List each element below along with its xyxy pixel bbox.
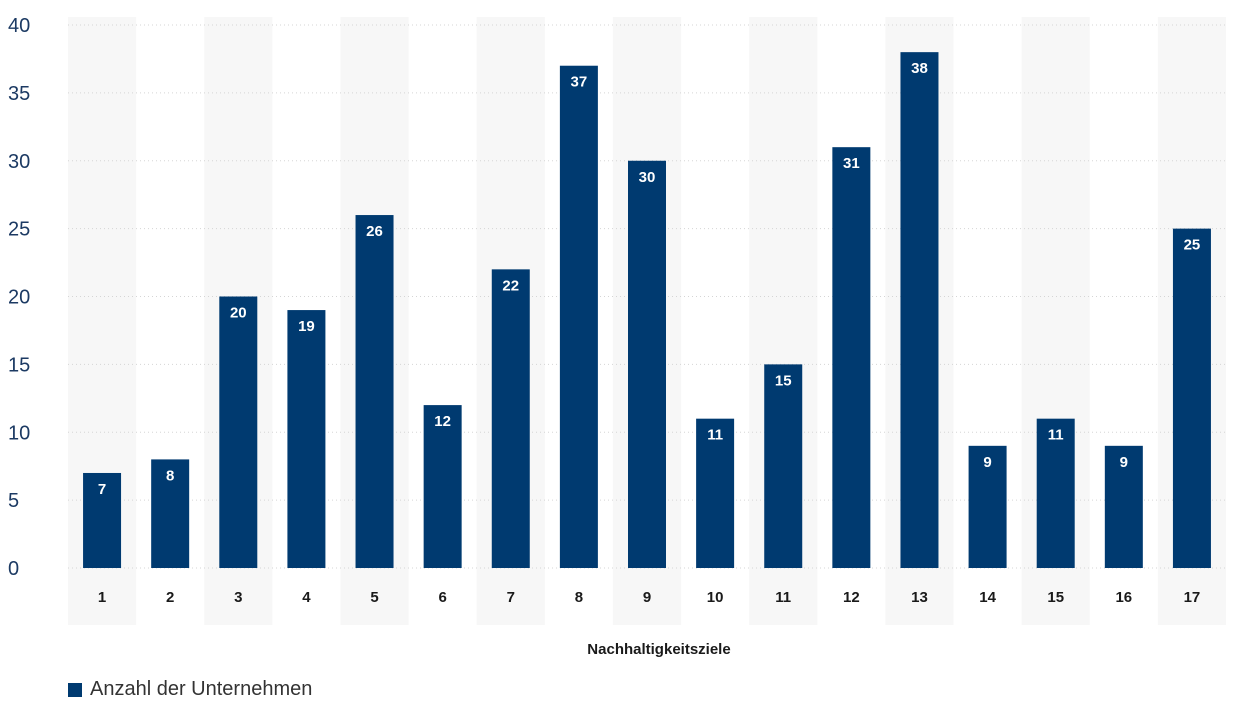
data-label: 9: [983, 454, 991, 471]
legend: Anzahl der Unternehmen: [68, 678, 312, 701]
bar: [968, 445, 1007, 568]
x-tick-label: 9: [643, 589, 651, 606]
bar: [83, 472, 122, 568]
data-label: 37: [571, 74, 588, 91]
data-label: 15: [775, 372, 792, 389]
data-label: 30: [639, 169, 656, 186]
data-label: 8: [166, 467, 174, 484]
bar: [1172, 228, 1211, 568]
y-tick-label: 35: [8, 83, 30, 105]
x-tick-label: 2: [166, 589, 174, 606]
x-tick-label: 7: [507, 589, 515, 606]
bar: [628, 160, 666, 568]
x-tick-label: 17: [1184, 589, 1201, 606]
data-label: 9: [1120, 454, 1128, 471]
x-tick-label: 5: [370, 589, 378, 606]
bar: [1036, 418, 1075, 568]
bar: [900, 52, 939, 568]
y-tick-label: 20: [8, 287, 30, 309]
y-tick-label: 30: [8, 151, 30, 173]
y-tick-label: 25: [8, 219, 30, 241]
bar: [832, 147, 871, 569]
y-tick-label: 15: [8, 354, 30, 376]
x-tick-label: 14: [979, 589, 996, 606]
bar: [1104, 445, 1143, 568]
legend-label: Anzahl der Unternehmen: [90, 678, 313, 700]
bar: [151, 459, 190, 568]
x-tick-label: 10: [707, 589, 724, 606]
data-label: 25: [1184, 237, 1201, 254]
data-label: 11: [707, 427, 723, 444]
data-label: 19: [298, 318, 315, 335]
data-label: 38: [911, 60, 928, 77]
y-tick-label: 40: [8, 15, 30, 37]
data-label: 11: [1048, 427, 1064, 444]
bar: [287, 310, 326, 568]
data-label: 20: [230, 305, 247, 322]
bar: [696, 418, 735, 568]
x-tick-label: 4: [302, 589, 311, 606]
data-label: 12: [434, 413, 451, 430]
x-tick-label: 8: [575, 589, 583, 606]
y-tick-label: 10: [8, 422, 30, 444]
bar: [764, 364, 803, 568]
data-label: 31: [843, 155, 860, 172]
legend-swatch: [68, 682, 82, 697]
x-tick-label: 1: [98, 589, 106, 606]
data-label: 7: [98, 481, 106, 498]
x-tick-label: 6: [438, 589, 446, 606]
x-tick-label: 16: [1115, 589, 1132, 606]
x-tick-label: 12: [843, 589, 860, 606]
x-tick-label: 13: [911, 589, 928, 606]
x-tick-label: 3: [234, 589, 242, 606]
y-tick-label: 5: [8, 490, 19, 512]
bar: [491, 269, 530, 568]
x-axis-title: Nachhaltigkeitsziele: [587, 641, 730, 658]
bar: [423, 405, 462, 568]
bar: [355, 215, 394, 569]
bar: [559, 65, 598, 568]
y-tick-label: 0: [8, 558, 19, 580]
data-label: 22: [502, 277, 519, 294]
x-tick-label: 15: [1047, 589, 1064, 606]
x-tick-label: 11: [775, 589, 791, 606]
data-label: 26: [366, 223, 383, 240]
bar: [219, 296, 258, 568]
